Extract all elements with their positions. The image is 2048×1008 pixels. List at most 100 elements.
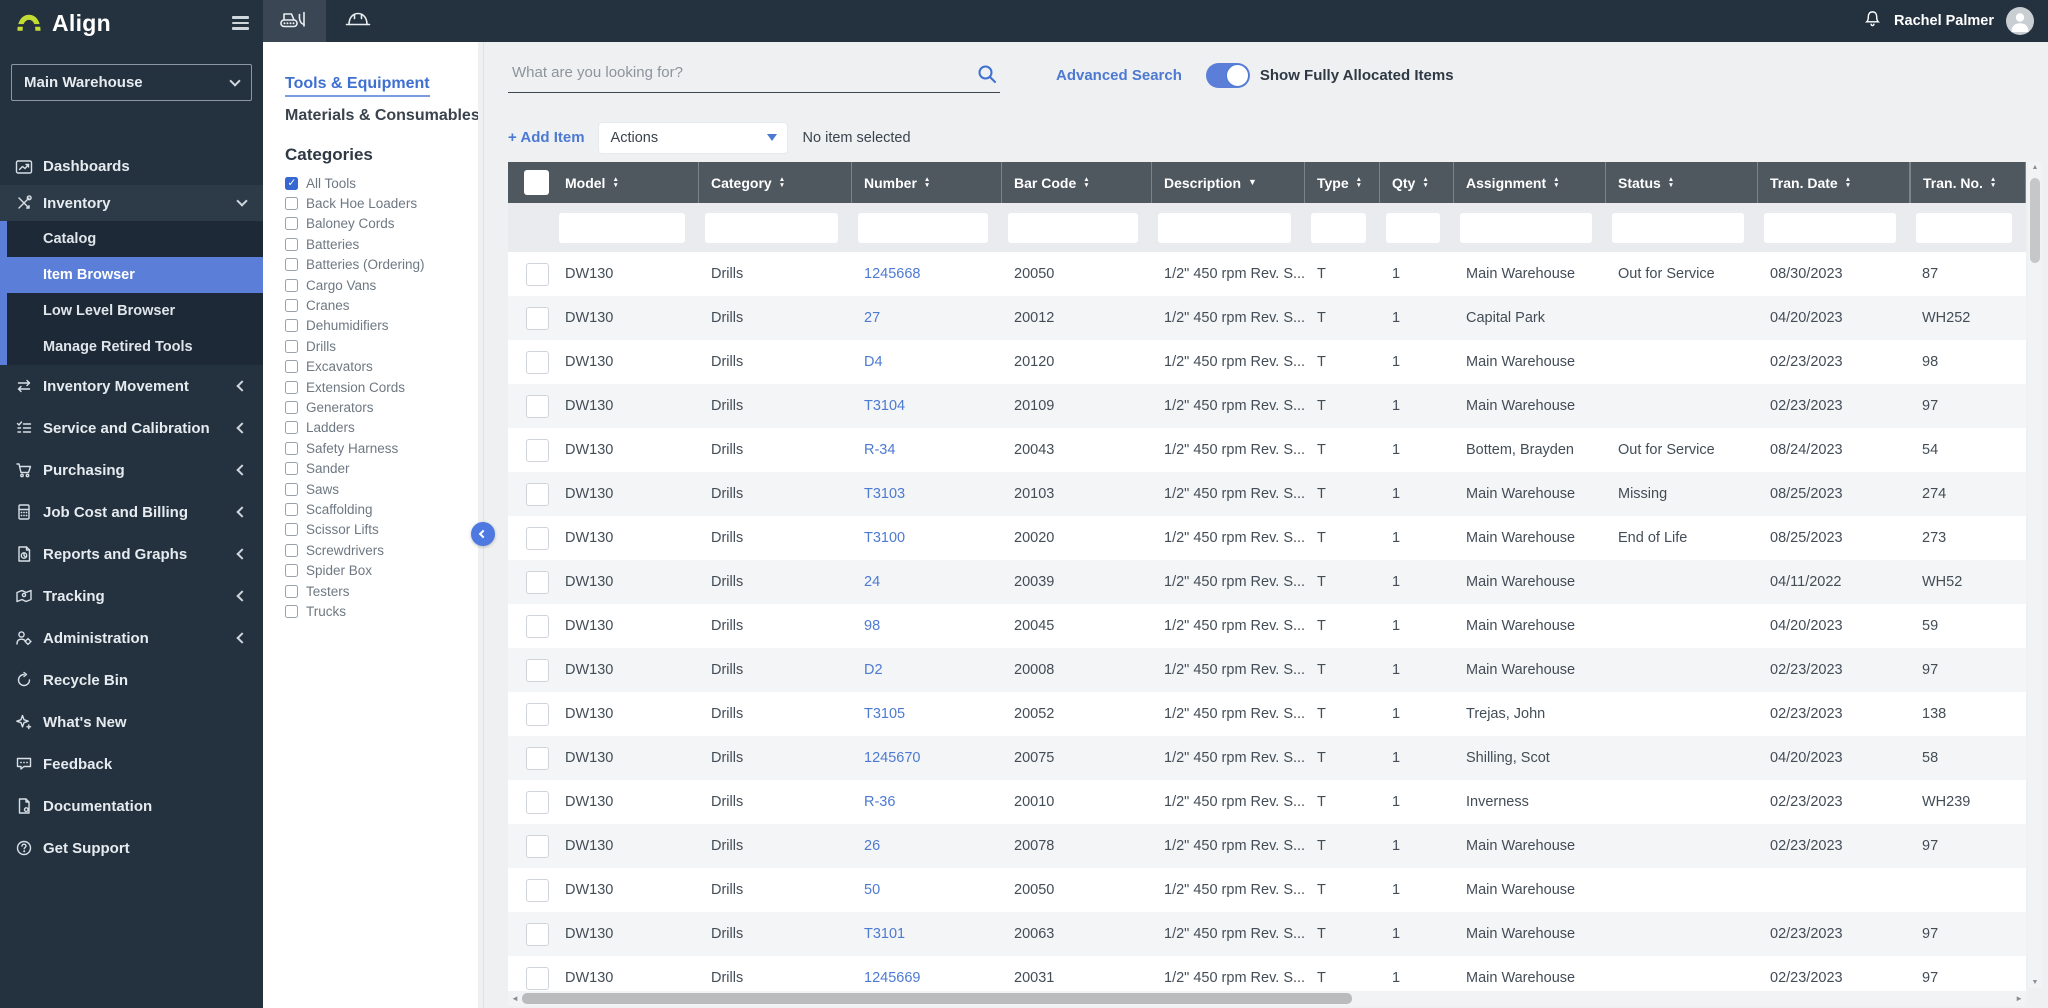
item-number-link[interactable]: 26 — [864, 838, 880, 854]
sidebar-item-service-and-calibration[interactable]: Service and Calibration — [0, 407, 263, 449]
checkbox-icon[interactable] — [285, 442, 298, 455]
sidebar-item-whats-new[interactable]: What's New — [0, 701, 263, 743]
table-row[interactable]: DW130 Drills 50 20050 1/2" 450 rpm Rev. … — [508, 868, 2026, 912]
table-row[interactable]: DW130 Drills 1245670 20075 1/2" 450 rpm … — [508, 736, 2026, 780]
item-number-link[interactable]: D2 — [864, 662, 883, 678]
table-row[interactable]: DW130 Drills R-34 20043 1/2" 450 rpm Rev… — [508, 428, 2026, 472]
show-fully-allocated-toggle[interactable] — [1206, 63, 1250, 88]
notifications-bell-icon[interactable] — [1863, 9, 1882, 33]
column-header[interactable]: Assignment — [1454, 162, 1606, 203]
row-checkbox[interactable] — [526, 835, 549, 858]
sidebar-subitem[interactable]: Manage Retired Tools — [7, 329, 263, 365]
checkbox-icon[interactable] — [285, 544, 298, 557]
category-checkbox-row[interactable]: Screwdrivers — [285, 540, 483, 560]
table-row[interactable]: DW130 Drills T3100 20020 1/2" 450 rpm Re… — [508, 516, 2026, 560]
sort-icon[interactable] — [779, 177, 785, 188]
row-checkbox[interactable] — [526, 967, 549, 990]
checkbox-icon[interactable] — [285, 177, 298, 190]
column-header[interactable]: Number — [852, 162, 1002, 203]
category-checkbox-row[interactable]: Batteries — [285, 234, 483, 254]
tab-materials-consumables[interactable] — [326, 0, 389, 42]
column-header[interactable]: Qty — [1380, 162, 1454, 203]
sort-icon[interactable] — [1248, 179, 1257, 187]
checkbox-icon[interactable] — [285, 340, 298, 353]
row-checkbox[interactable] — [526, 791, 549, 814]
warehouse-selector[interactable]: Main Warehouse — [11, 64, 252, 101]
item-number-link[interactable]: T3103 — [864, 486, 905, 502]
checkbox-icon[interactable] — [285, 197, 298, 210]
item-number-link[interactable]: T3104 — [864, 398, 905, 414]
row-checkbox[interactable] — [526, 703, 549, 726]
table-row[interactable]: DW130 Drills 1245668 20050 1/2" 450 rpm … — [508, 252, 2026, 296]
sidebar-item-feedback[interactable]: Feedback — [0, 743, 263, 785]
search-input[interactable] — [508, 57, 1000, 93]
category-checkbox-row[interactable]: Spider Box — [285, 560, 483, 580]
checkbox-icon[interactable] — [285, 421, 298, 434]
category-checkbox-row[interactable]: Scaffolding — [285, 499, 483, 519]
checkbox-icon[interactable] — [285, 483, 298, 496]
row-checkbox[interactable] — [526, 659, 549, 682]
sort-icon[interactable] — [924, 177, 930, 188]
category-checkbox-row[interactable]: Trucks — [285, 601, 483, 621]
filter-input-type[interactable] — [1311, 213, 1366, 243]
row-checkbox[interactable] — [526, 747, 549, 770]
column-header[interactable]: Status — [1606, 162, 1758, 203]
row-checkbox[interactable] — [526, 395, 549, 418]
category-checkbox-row[interactable]: Extension Cords — [285, 377, 483, 397]
sort-icon[interactable] — [1356, 177, 1362, 188]
checkbox-icon[interactable] — [285, 401, 298, 414]
filter-input-status[interactable] — [1612, 213, 1744, 243]
sidebar-item-documentation[interactable]: Documentation — [0, 785, 263, 827]
item-number-link[interactable]: 98 — [864, 618, 880, 634]
filter-input-tran-no[interactable] — [1916, 213, 2012, 243]
sort-icon[interactable] — [612, 177, 618, 188]
category-checkbox-row[interactable]: Ladders — [285, 418, 483, 438]
sidebar-subitem[interactable]: Item Browser — [0, 257, 263, 293]
column-header[interactable]: Type — [1305, 162, 1380, 203]
item-number-link[interactable]: 50 — [864, 882, 880, 898]
sidebar-item-dashboards[interactable]: Dashboards — [0, 148, 263, 185]
sidebar-item-get-support[interactable]: Get Support — [0, 827, 263, 869]
checkbox-icon[interactable] — [285, 279, 298, 292]
sort-icon[interactable] — [1083, 177, 1089, 188]
collapse-panel-button[interactable] — [471, 522, 495, 546]
row-checkbox[interactable] — [526, 527, 549, 550]
sidebar-subitem[interactable]: Catalog — [7, 221, 263, 257]
category-checkbox-row[interactable]: Testers — [285, 581, 483, 601]
filter-input-category[interactable] — [705, 213, 838, 243]
checkbox-icon[interactable] — [285, 299, 298, 312]
row-checkbox[interactable] — [526, 483, 549, 506]
scroll-up-arrow[interactable]: ▲ — [2028, 164, 2042, 171]
checkbox-icon[interactable] — [285, 238, 298, 251]
table-row[interactable]: DW130 Drills 24 20039 1/2" 450 rpm Rev. … — [508, 560, 2026, 604]
item-number-link[interactable]: 24 — [864, 574, 880, 590]
category-checkbox-row[interactable]: Safety Harness — [285, 438, 483, 458]
checkbox-icon[interactable] — [285, 462, 298, 475]
category-checkbox-row[interactable]: Generators — [285, 397, 483, 417]
item-number-link[interactable]: T3105 — [864, 706, 905, 722]
table-row[interactable]: DW130 Drills T3105 20052 1/2" 450 rpm Re… — [508, 692, 2026, 736]
checkbox-icon[interactable] — [285, 564, 298, 577]
sort-icon[interactable] — [1845, 177, 1851, 188]
filter-input-number[interactable] — [858, 213, 988, 243]
sidebar-item-job-cost-and-billing[interactable]: Job Cost and Billing — [0, 491, 263, 533]
sidebar-item-recycle-bin[interactable]: Recycle Bin — [0, 659, 263, 701]
sort-icon[interactable] — [1668, 177, 1674, 188]
scroll-down-arrow[interactable]: ▼ — [2028, 979, 2042, 986]
table-row[interactable]: DW130 Drills 98 20045 1/2" 450 rpm Rev. … — [508, 604, 2026, 648]
row-checkbox[interactable] — [526, 307, 549, 330]
filter-input-qty[interactable] — [1386, 213, 1440, 243]
avatar[interactable] — [2006, 7, 2034, 35]
table-row[interactable]: DW130 Drills T3101 20063 1/2" 450 rpm Re… — [508, 912, 2026, 956]
item-number-link[interactable]: T3101 — [864, 926, 905, 942]
row-checkbox[interactable] — [526, 439, 549, 462]
add-item-button[interactable]: + Add Item — [508, 129, 585, 146]
checkbox-icon[interactable] — [285, 585, 298, 598]
column-header[interactable]: Model — [553, 162, 699, 203]
checkbox-icon[interactable] — [285, 605, 298, 618]
scroll-right-arrow[interactable]: ► — [2015, 994, 2023, 1003]
item-number-link[interactable]: 1245669 — [864, 970, 920, 986]
sidebar-subitem[interactable]: Low Level Browser — [7, 293, 263, 329]
category-checkbox-row[interactable]: Dehumidifiers — [285, 316, 483, 336]
vertical-scrollbar-thumb[interactable] — [2030, 178, 2040, 263]
